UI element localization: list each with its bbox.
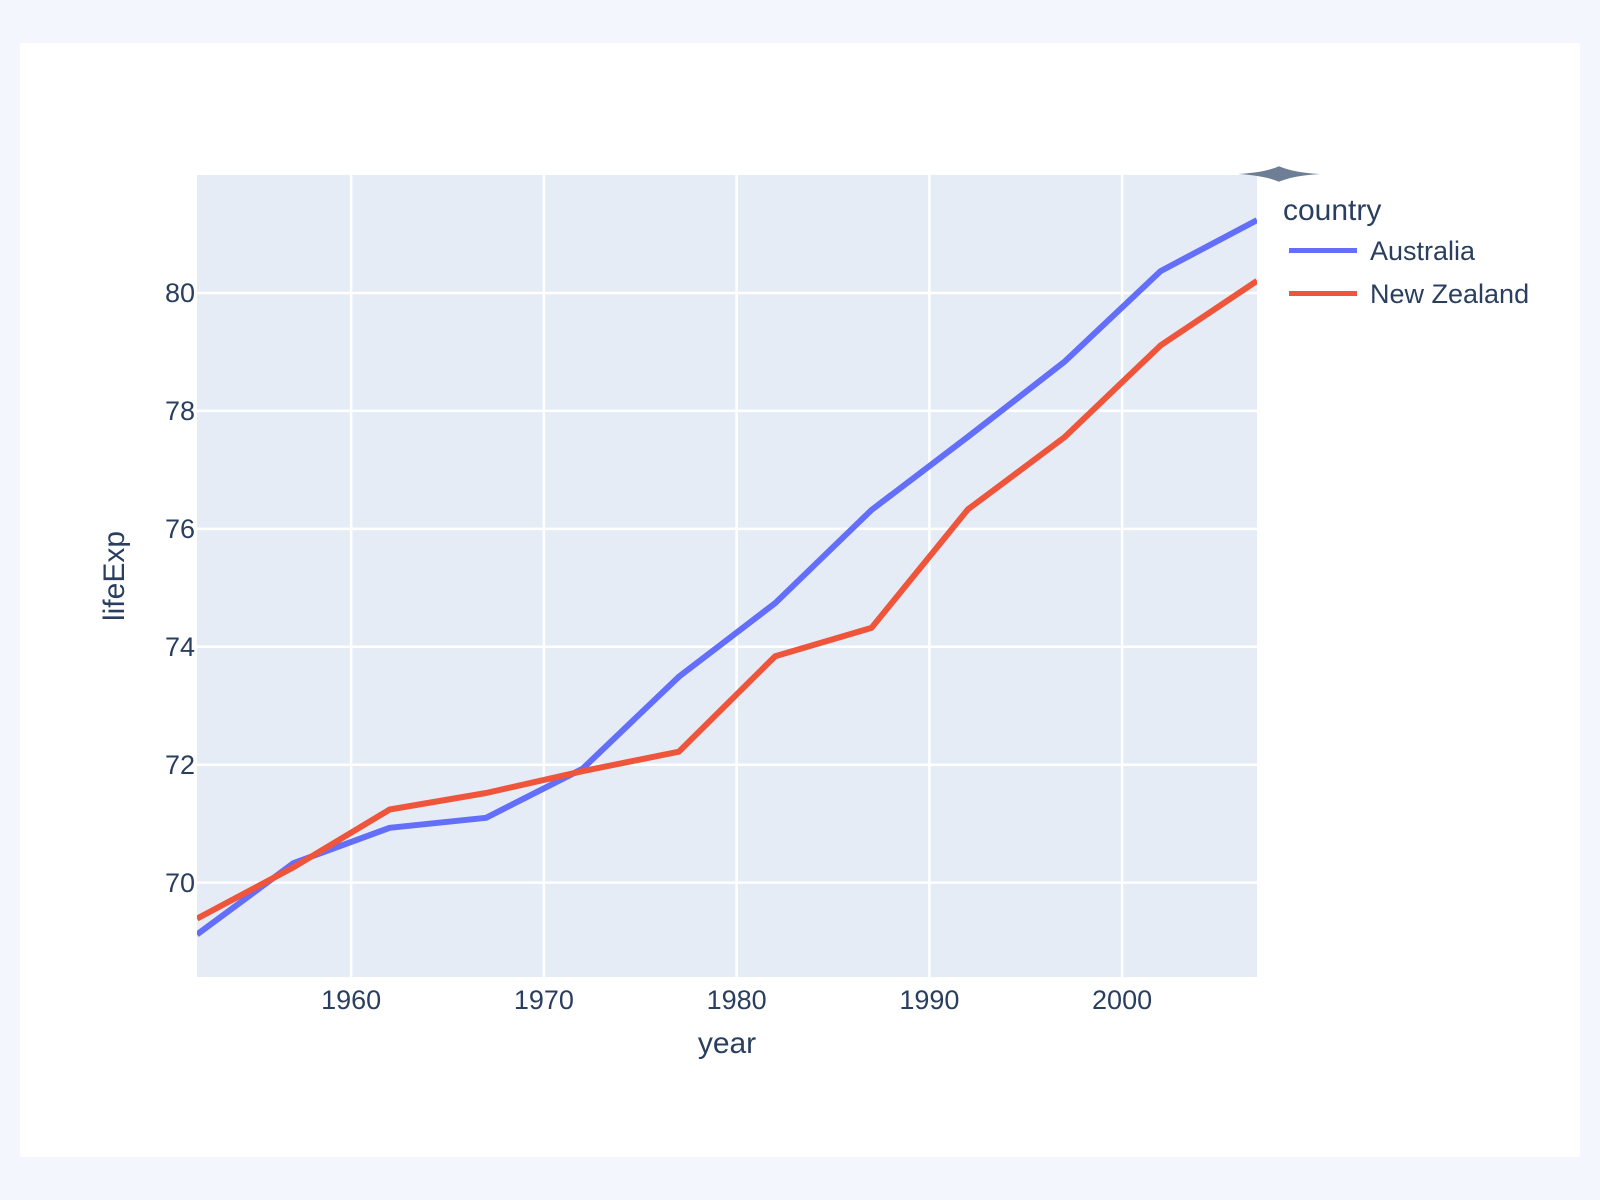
legend-item-label: New Zealand — [1370, 278, 1530, 309]
line-swatch-icon — [1289, 291, 1357, 296]
x-axis-title: year — [697, 1027, 757, 1060]
y-tick-label: 74 — [164, 631, 195, 662]
y-tick-label: 76 — [164, 513, 195, 544]
chart-card: 70 72 74 76 78 80 1960 1970 1980 1990 2000 lifeEx… — [20, 43, 1580, 1157]
legend: country Australia New Zealand — [1283, 193, 1529, 315]
modebar-toggle-icon[interactable] — [1237, 165, 1321, 183]
plot-background — [197, 175, 1257, 977]
line-australia[interactable] — [197, 217, 1257, 937]
legend-item-label: Australia — [1370, 235, 1476, 266]
y-tick-label: 72 — [164, 749, 195, 780]
y-tick-label: 80 — [164, 277, 195, 308]
y-axis-title: lifeExp — [98, 530, 131, 622]
x-tick-label: 2000 — [1092, 985, 1153, 1015]
x-tick-label: 1960 — [321, 985, 382, 1015]
legend-item-australia[interactable]: Australia — [1283, 229, 1529, 272]
x-tick-label: 1970 — [513, 985, 574, 1015]
legend-item-new-zealand[interactable]: New Zealand — [1283, 272, 1529, 315]
plot-area[interactable] — [197, 175, 1257, 977]
line-new-zealand[interactable] — [197, 278, 1257, 922]
y-tick-label: 78 — [164, 395, 195, 426]
y-tick-label: 70 — [164, 867, 195, 898]
x-tick-label: 1980 — [706, 985, 767, 1015]
line-swatch-icon — [1289, 248, 1357, 253]
legend-title: country — [1283, 194, 1382, 227]
x-tick-label: 1990 — [899, 985, 960, 1015]
